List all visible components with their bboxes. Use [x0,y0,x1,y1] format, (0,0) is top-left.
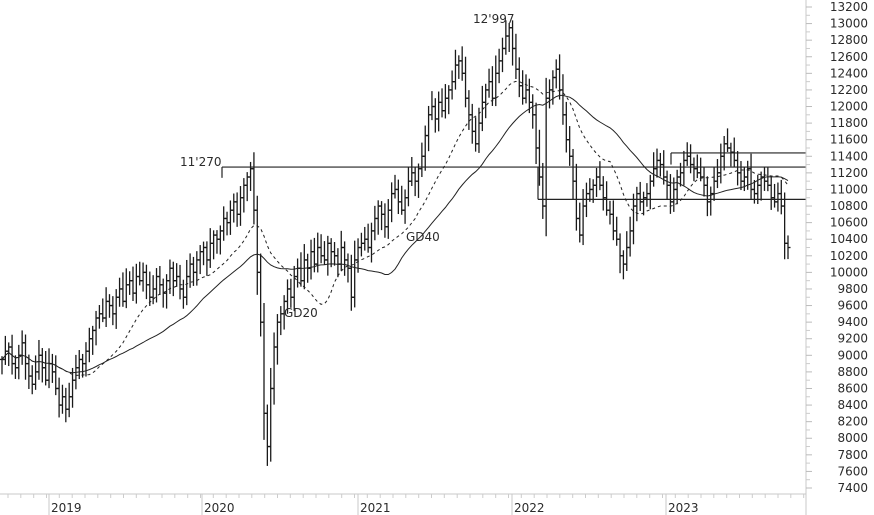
y-tick-label: 12200 [830,83,868,97]
x-tick-label: 2021 [360,501,391,515]
annotation-high-2021: 12'997 [473,12,514,26]
y-tick-label: 12400 [830,66,868,80]
y-tick-label: 9800 [837,282,868,296]
y-axis-ticks: 13200 13000 12800 12600 12400 12200 12000 11800… [806,0,868,495]
y-tick-label: 11200 [830,166,868,180]
y-tick-label: 10800 [830,199,868,213]
y-tick-label: 11000 [830,182,868,196]
y-tick-label: 9600 [837,299,868,313]
y-tick-label: 7600 [837,464,868,478]
y-tick-label: 8800 [837,365,868,379]
x-tick-label: 2019 [51,501,82,515]
x-tick-label: 2023 [668,501,699,515]
label-gd20: GD20 [284,306,318,320]
y-tick-label: 12600 [830,50,868,64]
y-tick-label: 9200 [837,332,868,346]
y-tick-label: 13200 [830,0,868,14]
y-tick-label: 11800 [830,116,868,130]
y-tick-label: 9000 [837,348,868,362]
y-tick-label: 8400 [837,398,868,412]
y-tick-label: 11600 [830,133,868,147]
y-tick-label: 10400 [830,232,868,246]
y-tick-label: 8000 [837,431,868,445]
horizontal-levels [221,152,806,200]
y-tick-label: 8600 [837,381,868,395]
y-tick-label: 11400 [830,149,868,163]
y-tick-label: 7800 [837,448,868,462]
x-tick-label: 2020 [204,501,235,515]
y-tick-label: 10600 [830,216,868,230]
ohlc-bars [0,20,791,466]
y-tick-label: 10200 [830,249,868,263]
y-tick-label: 7400 [837,481,868,495]
x-tick-label: 2022 [514,501,545,515]
y-tick-label: 8200 [837,415,868,429]
ma20-line [1,80,789,376]
ma40-line [1,94,789,374]
y-tick-label: 13000 [830,17,868,31]
y-tick-label: 10000 [830,265,868,279]
annotation-high-2020: 11'270 [180,155,221,169]
y-tick-label: 12000 [830,100,868,114]
label-gd40: GD40 [406,230,440,244]
x-axis-ticks: 2019 2020 2021 2022 2023 [7,494,805,515]
y-tick-label: 12800 [830,33,868,47]
y-tick-label: 9400 [837,315,868,329]
